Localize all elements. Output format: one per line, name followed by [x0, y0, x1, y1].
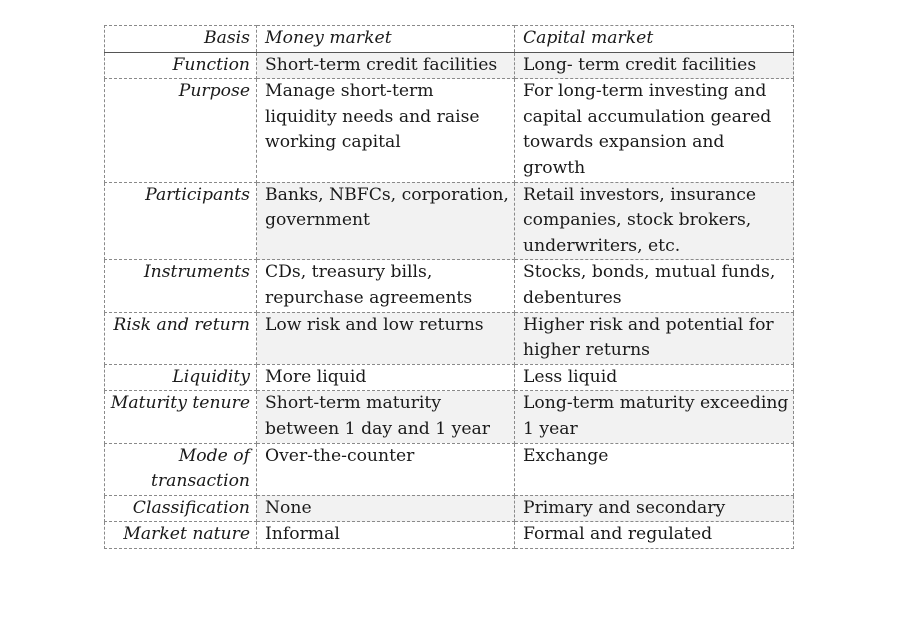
- row-capital-market: Long-term maturity exceeding 1 year: [514, 390, 794, 444]
- table-row: Purpose Manage short-term liquidity need…: [104, 78, 794, 183]
- row-money-market: Banks, NBFCs, corporation, government: [256, 181, 515, 261]
- row-capital-market: Exchange: [514, 442, 794, 496]
- row-money-market: More liquid: [256, 363, 515, 392]
- table-row: Market nature Informal Formal and regula…: [104, 521, 794, 549]
- row-basis: Liquidity: [104, 363, 257, 392]
- header-money-market: Money market: [256, 25, 515, 53]
- row-capital-market: Less liquid: [514, 363, 794, 392]
- comparison-table-container: Basis Money market Capital market Functi…: [104, 25, 794, 549]
- table-row: Liquidity More liquid Less liquid: [104, 363, 794, 392]
- table-row: Risk and return Low risk and low returns…: [104, 311, 794, 365]
- row-money-market: Short-term maturity between 1 day and 1 …: [256, 390, 515, 444]
- row-basis: Maturity tenure: [104, 390, 257, 444]
- row-basis: Mode of transaction: [104, 442, 257, 496]
- row-basis: Market nature: [104, 521, 257, 549]
- row-capital-market: Stocks, bonds, mutual funds, debentures: [514, 259, 794, 313]
- row-capital-market: Long- term credit facilities: [514, 51, 794, 80]
- row-capital-market: Retail investors, insurance companies, s…: [514, 181, 794, 261]
- row-basis: Participants: [104, 181, 257, 261]
- table-row: Maturity tenure Short-term maturity betw…: [104, 390, 794, 444]
- row-basis: Function: [104, 51, 257, 80]
- row-money-market: Over-the-counter: [256, 442, 515, 496]
- row-money-market: Informal: [256, 521, 515, 549]
- row-capital-market: Formal and regulated: [514, 521, 794, 549]
- row-basis: Purpose: [104, 78, 257, 183]
- money-vs-capital-market-table: Basis Money market Capital market Functi…: [104, 25, 794, 549]
- table-row: Mode of transaction Over-the-counter Exc…: [104, 442, 794, 496]
- row-capital-market: Primary and secondary: [514, 494, 794, 523]
- row-money-market: Low risk and low returns: [256, 311, 515, 365]
- row-money-market: None: [256, 494, 515, 523]
- row-capital-market: Higher risk and potential for higher ret…: [514, 311, 794, 365]
- table-row: Classification None Primary and secondar…: [104, 494, 794, 523]
- table-row: Function Short-term credit facilities Lo…: [104, 51, 794, 80]
- row-money-market: CDs, treasury bills, repurchase agreemen…: [256, 259, 515, 313]
- row-basis: Risk and return: [104, 311, 257, 365]
- row-basis: Instruments: [104, 259, 257, 313]
- header-basis: Basis: [104, 25, 257, 53]
- table-row: Instruments CDs, treasury bills, repurch…: [104, 259, 794, 313]
- row-money-market: Manage short-term liquidity needs and ra…: [256, 78, 515, 183]
- row-capital-market: For long-term investing and capital accu…: [514, 78, 794, 183]
- row-money-market: Short-term credit facilities: [256, 51, 515, 80]
- table-row: Participants Banks, NBFCs, corporation, …: [104, 181, 794, 261]
- row-basis: Classification: [104, 494, 257, 523]
- table-header-row: Basis Money market Capital market: [104, 25, 794, 53]
- header-capital-market: Capital market: [514, 25, 794, 53]
